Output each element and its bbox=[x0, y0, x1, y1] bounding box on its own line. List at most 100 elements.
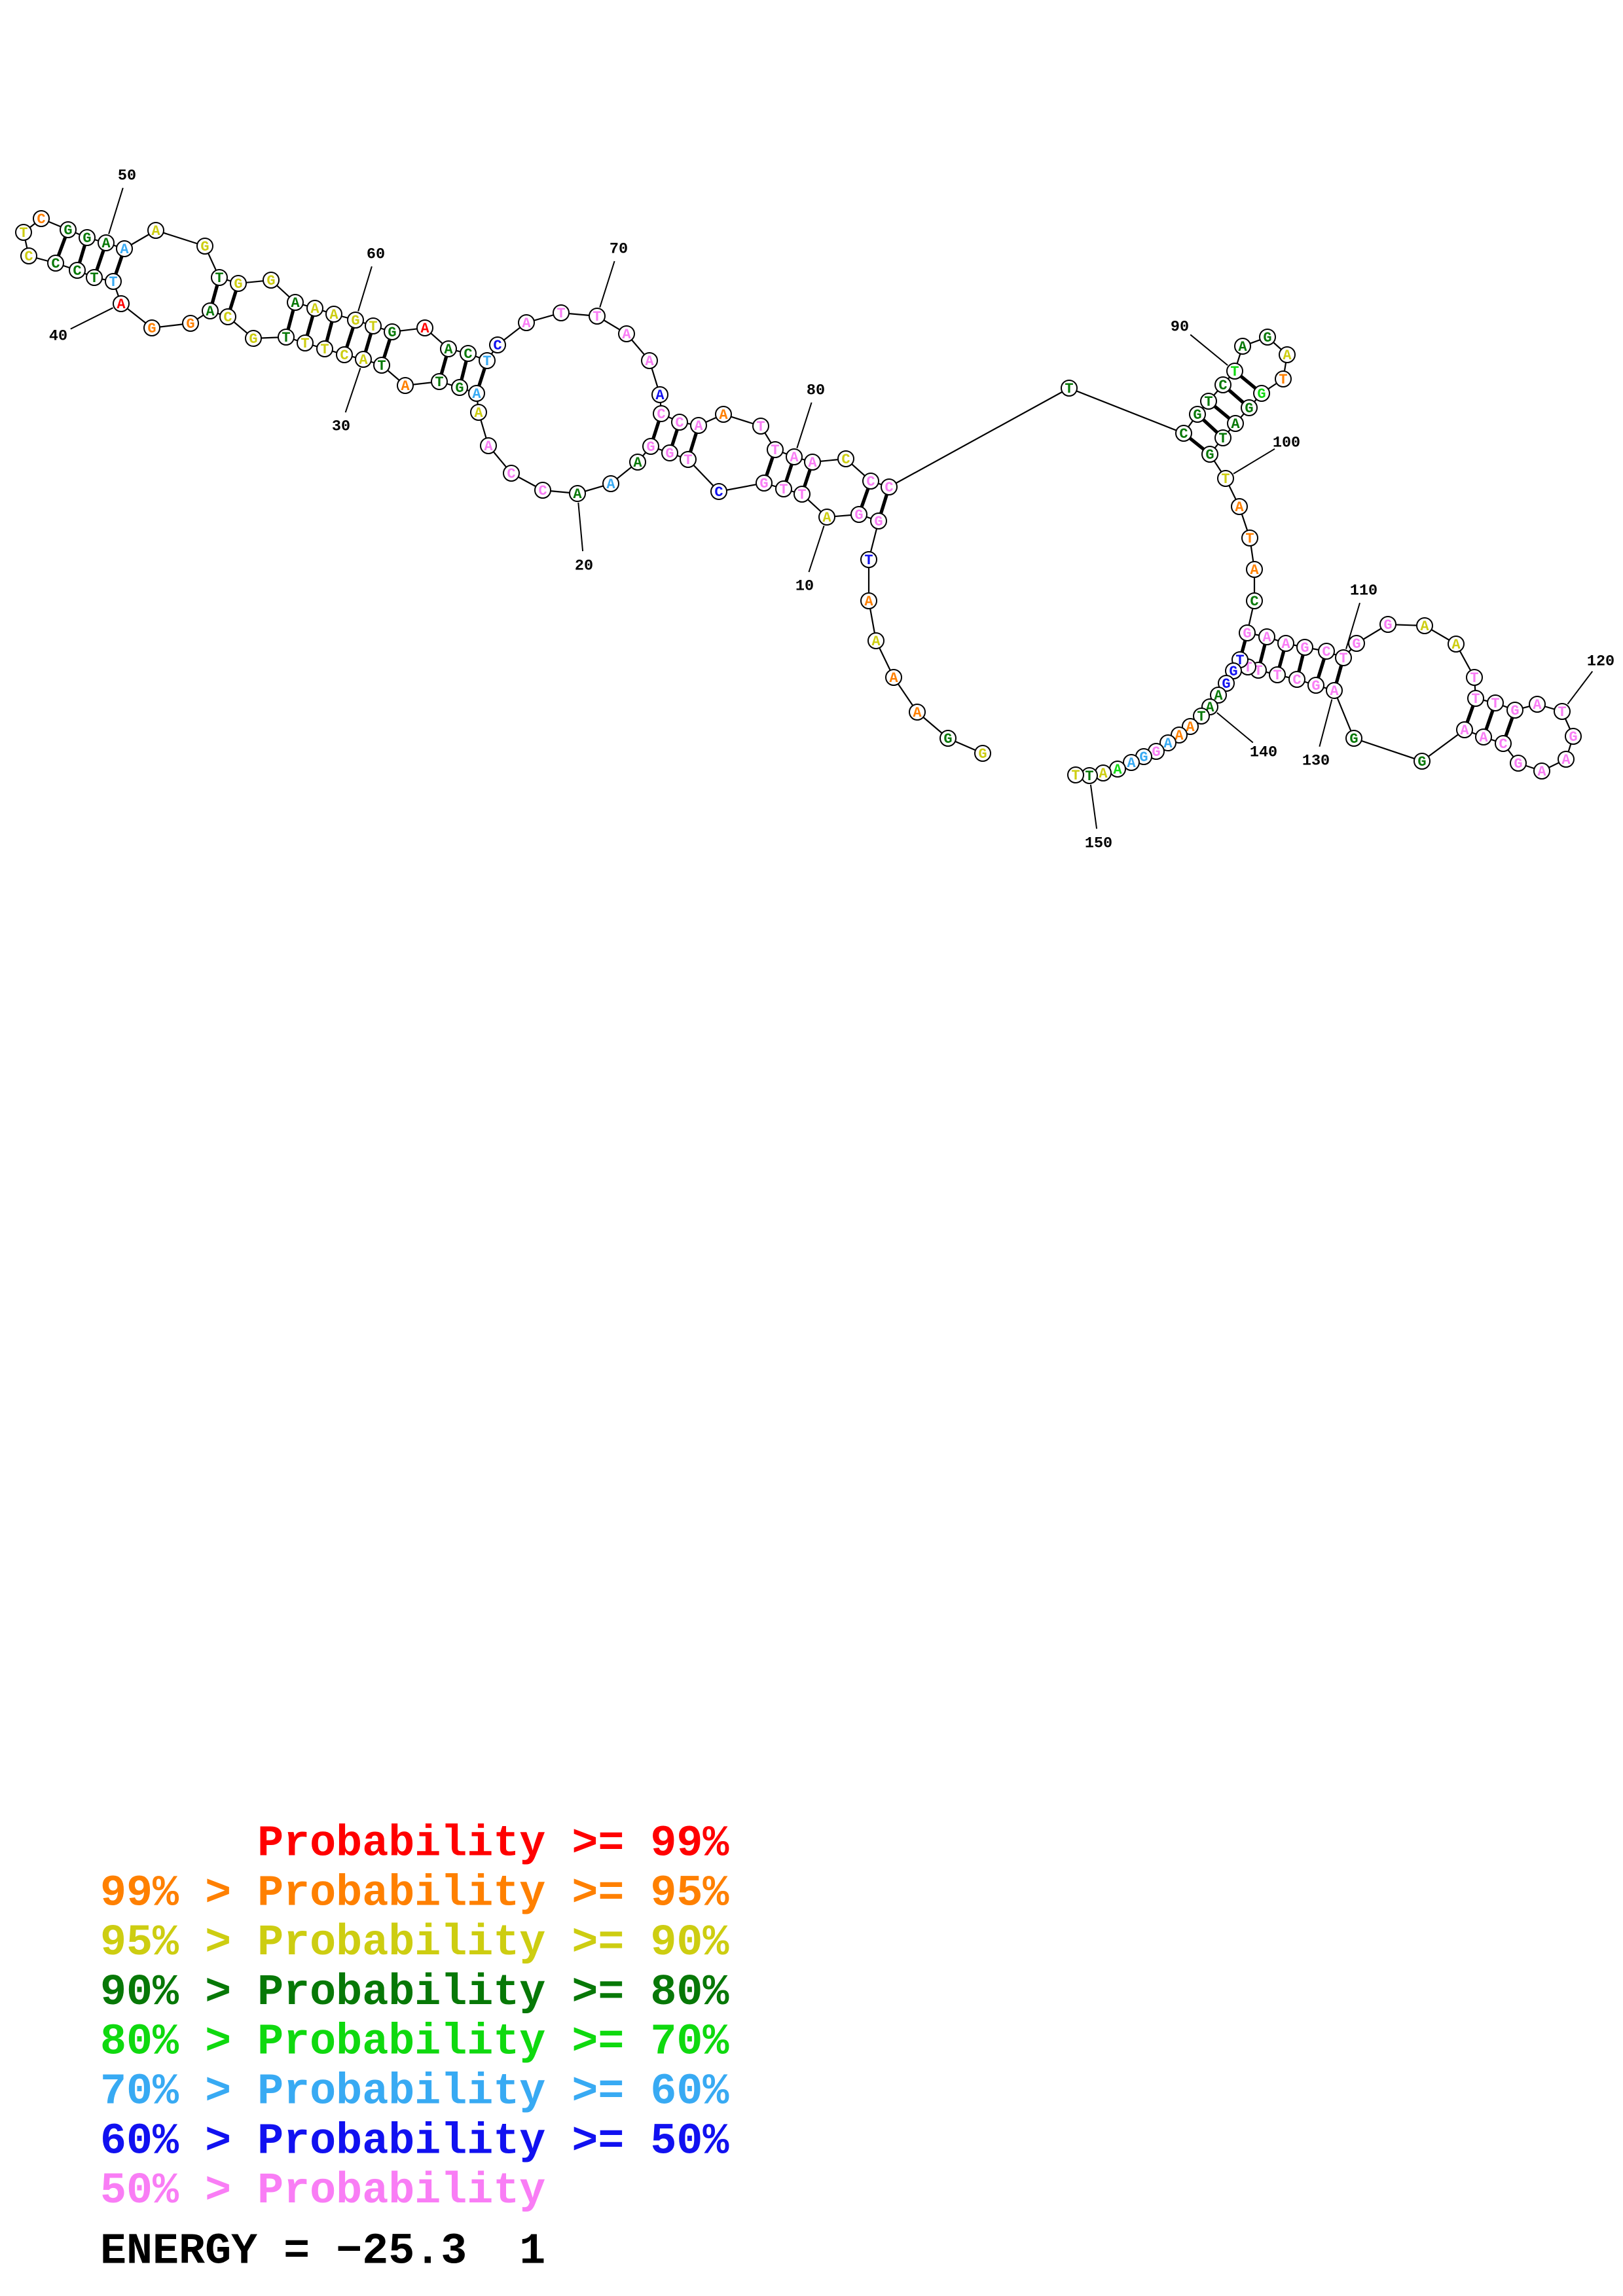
svg-text:C: C bbox=[866, 474, 875, 490]
svg-text:G: G bbox=[1229, 664, 1237, 680]
svg-text:T: T bbox=[1470, 670, 1478, 687]
svg-text:C: C bbox=[1179, 426, 1188, 442]
svg-text:T: T bbox=[797, 487, 806, 503]
svg-text:A: A bbox=[1163, 736, 1173, 752]
svg-text:99% > Probability >= 95%: 99% > Probability >= 95% bbox=[100, 1869, 729, 1918]
svg-text:C: C bbox=[37, 211, 45, 228]
svg-text:C: C bbox=[1322, 644, 1330, 660]
svg-text:C: C bbox=[51, 256, 60, 272]
svg-text:80: 80 bbox=[807, 382, 825, 399]
svg-text:T: T bbox=[556, 306, 565, 322]
svg-text:C: C bbox=[223, 310, 232, 326]
svg-text:T: T bbox=[282, 330, 290, 346]
svg-text:G: G bbox=[978, 746, 987, 762]
svg-text:T: T bbox=[771, 442, 779, 459]
svg-text:A: A bbox=[310, 301, 319, 317]
svg-text:T: T bbox=[1197, 709, 1205, 725]
svg-text:A: A bbox=[719, 407, 728, 423]
svg-text:G: G bbox=[854, 507, 863, 524]
svg-text:G: G bbox=[1222, 676, 1230, 692]
svg-text:C: C bbox=[493, 338, 501, 354]
svg-text:A: A bbox=[889, 670, 898, 687]
svg-text:A: A bbox=[1460, 723, 1469, 739]
svg-text:A: A bbox=[1262, 630, 1271, 646]
svg-text:T: T bbox=[1491, 696, 1499, 712]
svg-text:A: A bbox=[606, 476, 615, 493]
svg-text:T: T bbox=[215, 270, 223, 287]
svg-text:G: G bbox=[186, 316, 194, 332]
svg-text:A: A bbox=[573, 486, 582, 503]
svg-text:T: T bbox=[19, 225, 27, 242]
svg-text:A: A bbox=[822, 510, 831, 526]
svg-text:G: G bbox=[1257, 386, 1266, 403]
svg-text:A: A bbox=[1533, 697, 1542, 713]
svg-text:G: G bbox=[759, 476, 768, 492]
svg-text:C: C bbox=[24, 249, 33, 265]
svg-text:G: G bbox=[1193, 407, 1201, 423]
svg-text:90: 90 bbox=[1171, 318, 1189, 336]
svg-text:130: 130 bbox=[1302, 752, 1330, 770]
svg-text:A: A bbox=[1238, 339, 1247, 355]
svg-text:G: G bbox=[1245, 401, 1253, 417]
svg-text:G: G bbox=[64, 223, 72, 239]
svg-text:G: G bbox=[1243, 626, 1251, 642]
svg-text:A: A bbox=[1113, 762, 1122, 778]
svg-text:ENERGY = −25.3 1: ENERGY = −25.3 1 bbox=[100, 2227, 545, 2277]
svg-text:A: A bbox=[633, 455, 642, 471]
svg-text:150: 150 bbox=[1085, 834, 1112, 852]
svg-text:A: A bbox=[291, 295, 300, 312]
svg-text:T: T bbox=[1204, 394, 1213, 410]
svg-text:C: C bbox=[675, 415, 684, 431]
svg-text:A: A bbox=[790, 450, 799, 466]
svg-text:G: G bbox=[1514, 756, 1522, 772]
svg-text:A: A bbox=[1250, 562, 1259, 579]
svg-text:C: C bbox=[538, 483, 547, 499]
svg-text:A: A bbox=[401, 378, 410, 395]
svg-text:G: G bbox=[249, 331, 257, 348]
svg-text:120: 120 bbox=[1587, 653, 1614, 670]
svg-text:T: T bbox=[369, 319, 377, 335]
svg-text:C: C bbox=[1250, 594, 1258, 610]
svg-text:G: G bbox=[266, 273, 275, 289]
svg-text:C: C bbox=[841, 452, 850, 468]
svg-text:A: A bbox=[1127, 755, 1136, 772]
svg-text:C: C bbox=[884, 480, 893, 496]
svg-text:A: A bbox=[484, 439, 493, 455]
svg-text:T: T bbox=[1221, 471, 1230, 488]
svg-text:G: G bbox=[1349, 731, 1358, 747]
svg-text:G: G bbox=[234, 276, 242, 293]
svg-text:T: T bbox=[684, 452, 692, 469]
svg-text:60: 60 bbox=[367, 245, 385, 263]
svg-text:G: G bbox=[1152, 744, 1160, 761]
svg-text:80% > Probability >= 70%: 80% > Probability >= 70% bbox=[100, 2018, 729, 2068]
svg-text:A: A bbox=[329, 307, 338, 323]
svg-text:G: G bbox=[943, 731, 952, 747]
svg-text:G: G bbox=[646, 439, 655, 456]
svg-text:T: T bbox=[864, 552, 873, 569]
svg-text:A: A bbox=[655, 387, 665, 404]
svg-text:60% > Probability >= 50%: 60% > Probability >= 50% bbox=[100, 2117, 729, 2166]
svg-text:A: A bbox=[1099, 766, 1108, 782]
svg-text:G: G bbox=[1417, 754, 1426, 770]
svg-text:G: G bbox=[351, 313, 359, 329]
svg-text:A: A bbox=[1479, 730, 1488, 746]
svg-text:A: A bbox=[1235, 499, 1244, 516]
svg-text:A: A bbox=[864, 594, 873, 610]
svg-text:G: G bbox=[1383, 617, 1392, 634]
svg-text:G: G bbox=[388, 325, 396, 341]
svg-text:A: A bbox=[871, 634, 881, 650]
svg-text:A: A bbox=[420, 321, 429, 337]
svg-text:A: A bbox=[1283, 348, 1292, 364]
svg-text:A: A bbox=[1330, 683, 1339, 700]
svg-text:T: T bbox=[1230, 364, 1239, 380]
svg-text:50: 50 bbox=[118, 167, 136, 185]
svg-text:C: C bbox=[1499, 736, 1507, 753]
svg-text:T: T bbox=[1085, 768, 1093, 785]
svg-text:40: 40 bbox=[49, 327, 67, 345]
svg-text:T: T bbox=[593, 309, 601, 325]
svg-text:30: 30 bbox=[332, 418, 350, 435]
svg-text:G: G bbox=[1263, 330, 1271, 346]
svg-text:A: A bbox=[1175, 728, 1184, 744]
svg-text:A: A bbox=[1281, 636, 1290, 653]
svg-text:T: T bbox=[483, 353, 491, 370]
